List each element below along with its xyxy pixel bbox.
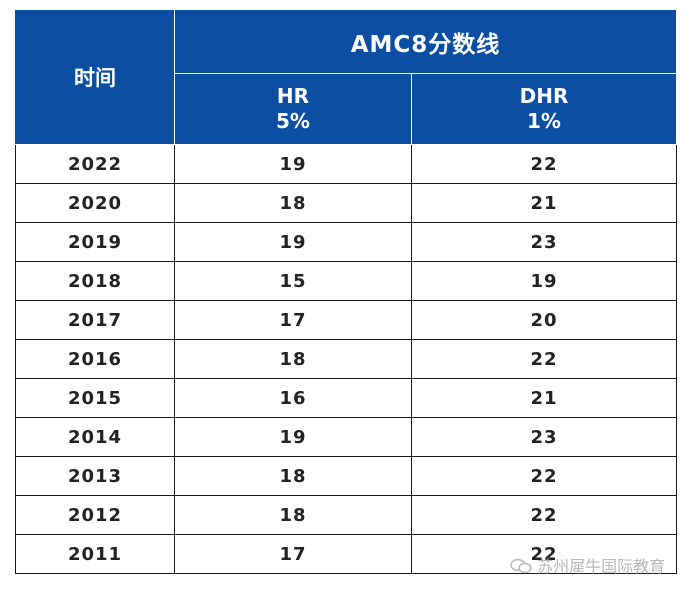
dhr-cell: 21	[410, 183, 678, 223]
year-cell: 2013	[15, 456, 175, 496]
dhr-cell: 21	[410, 378, 678, 418]
hr-cell: 18	[174, 456, 412, 496]
hr-cell: 17	[174, 300, 412, 340]
dhr-cell: 22	[410, 456, 678, 496]
table-row: 2011 17 22	[15, 534, 678, 574]
table-row: 2014 19 23	[15, 417, 678, 457]
dhr-cell: 19	[410, 261, 678, 301]
header-hr: HR 5%	[174, 73, 412, 145]
hr-cell: 15	[174, 261, 412, 301]
header-hr-percent: 5%	[276, 109, 310, 133]
dhr-cell: 23	[410, 417, 678, 457]
header-amc8-score-line: AMC8分数线	[173, 9, 678, 74]
hr-cell: 19	[174, 144, 412, 184]
year-cell: 2020	[15, 183, 175, 223]
dhr-cell: 22	[410, 534, 678, 574]
amc8-score-table: 时间 AMC8分数线 HR 5% DHR 1% 2022 19 22 2020 18 2…	[15, 9, 678, 574]
hr-cell: 18	[174, 183, 412, 223]
year-cell: 2018	[15, 261, 175, 301]
year-cell: 2022	[15, 144, 175, 184]
table-row: 2015 16 21	[15, 378, 678, 418]
year-cell: 2017	[15, 300, 175, 340]
header-hr-label: HR	[276, 84, 310, 108]
table-row: 2017 17 20	[15, 300, 678, 340]
table-row: 2022 19 22	[15, 144, 678, 184]
hr-cell: 19	[174, 417, 412, 457]
table-row: 2013 18 22	[15, 456, 678, 496]
dhr-cell: 22	[410, 495, 678, 535]
header-dhr-percent: 1%	[527, 109, 561, 133]
year-cell: 2011	[15, 534, 175, 574]
hr-cell: 19	[174, 222, 412, 262]
year-cell: 2014	[15, 417, 175, 457]
table-row: 2018 15 19	[15, 261, 678, 301]
year-cell: 2019	[15, 222, 175, 262]
wechat-icon	[510, 558, 532, 574]
header-time: 时间	[15, 9, 175, 145]
table-row: 2020 18 21	[15, 183, 678, 223]
year-cell: 2016	[15, 339, 175, 379]
hr-cell: 18	[174, 339, 412, 379]
table-row: 2012 18 22	[15, 495, 678, 535]
year-cell: 2012	[15, 495, 175, 535]
header-dhr-label: DHR	[519, 84, 569, 108]
dhr-cell: 23	[410, 222, 678, 262]
dhr-cell: 22	[410, 144, 678, 184]
dhr-cell: 20	[410, 300, 678, 340]
year-cell: 2015	[15, 378, 175, 418]
watermark: 苏州犀牛国际教育	[510, 553, 665, 577]
table-row: 2019 19 23	[15, 222, 678, 262]
hr-cell: 16	[174, 378, 412, 418]
table-row: 2016 18 22	[15, 339, 678, 379]
hr-cell: 18	[174, 495, 412, 535]
dhr-cell: 22	[410, 339, 678, 379]
hr-cell: 17	[174, 534, 412, 574]
watermark-text: 苏州犀牛国际教育	[537, 557, 666, 576]
header-dhr: DHR 1%	[410, 73, 678, 145]
